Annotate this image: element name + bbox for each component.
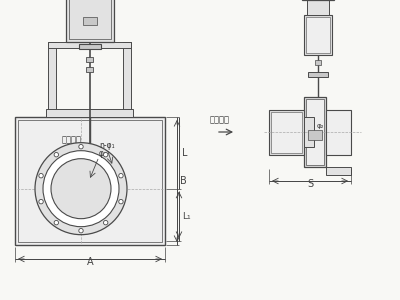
Bar xyxy=(78,44,100,49)
Bar xyxy=(315,50,321,55)
Circle shape xyxy=(104,152,108,157)
Text: φ₂: φ₂ xyxy=(99,149,107,158)
Circle shape xyxy=(54,220,58,225)
Text: 核心制造: 核心制造 xyxy=(62,136,82,145)
Bar xyxy=(46,109,133,117)
Bar xyxy=(307,0,329,15)
Bar xyxy=(304,97,326,167)
Bar xyxy=(269,110,304,154)
Bar xyxy=(326,110,351,154)
Bar xyxy=(326,167,351,175)
Bar xyxy=(271,112,302,152)
Text: 水流方向: 水流方向 xyxy=(210,115,230,124)
Bar xyxy=(304,117,314,147)
Bar xyxy=(306,17,330,53)
Bar xyxy=(315,60,321,65)
Circle shape xyxy=(104,220,108,225)
Text: B: B xyxy=(180,176,187,186)
Bar xyxy=(308,72,328,77)
Bar xyxy=(123,42,131,117)
Circle shape xyxy=(119,200,123,204)
Bar xyxy=(48,42,131,48)
Bar xyxy=(86,57,93,62)
Circle shape xyxy=(79,229,83,233)
Text: S: S xyxy=(307,179,313,189)
Bar xyxy=(82,16,96,25)
Text: φ₂: φ₂ xyxy=(317,123,324,129)
Text: L: L xyxy=(182,148,188,158)
Text: A: A xyxy=(87,257,93,267)
Circle shape xyxy=(54,152,58,157)
Bar xyxy=(66,0,114,42)
Text: L₁: L₁ xyxy=(182,212,191,221)
Text: n-φ₁: n-φ₁ xyxy=(99,141,115,150)
Bar xyxy=(306,99,324,165)
Bar xyxy=(48,42,56,117)
Bar xyxy=(308,130,322,140)
Bar xyxy=(15,117,165,245)
Circle shape xyxy=(119,173,123,178)
Circle shape xyxy=(39,173,43,178)
Circle shape xyxy=(39,200,43,204)
Bar xyxy=(86,67,93,72)
Bar xyxy=(68,0,110,39)
Circle shape xyxy=(43,151,119,227)
Bar xyxy=(304,15,332,55)
Circle shape xyxy=(35,143,127,235)
Circle shape xyxy=(51,159,111,219)
Bar xyxy=(18,120,162,242)
Circle shape xyxy=(79,145,83,149)
